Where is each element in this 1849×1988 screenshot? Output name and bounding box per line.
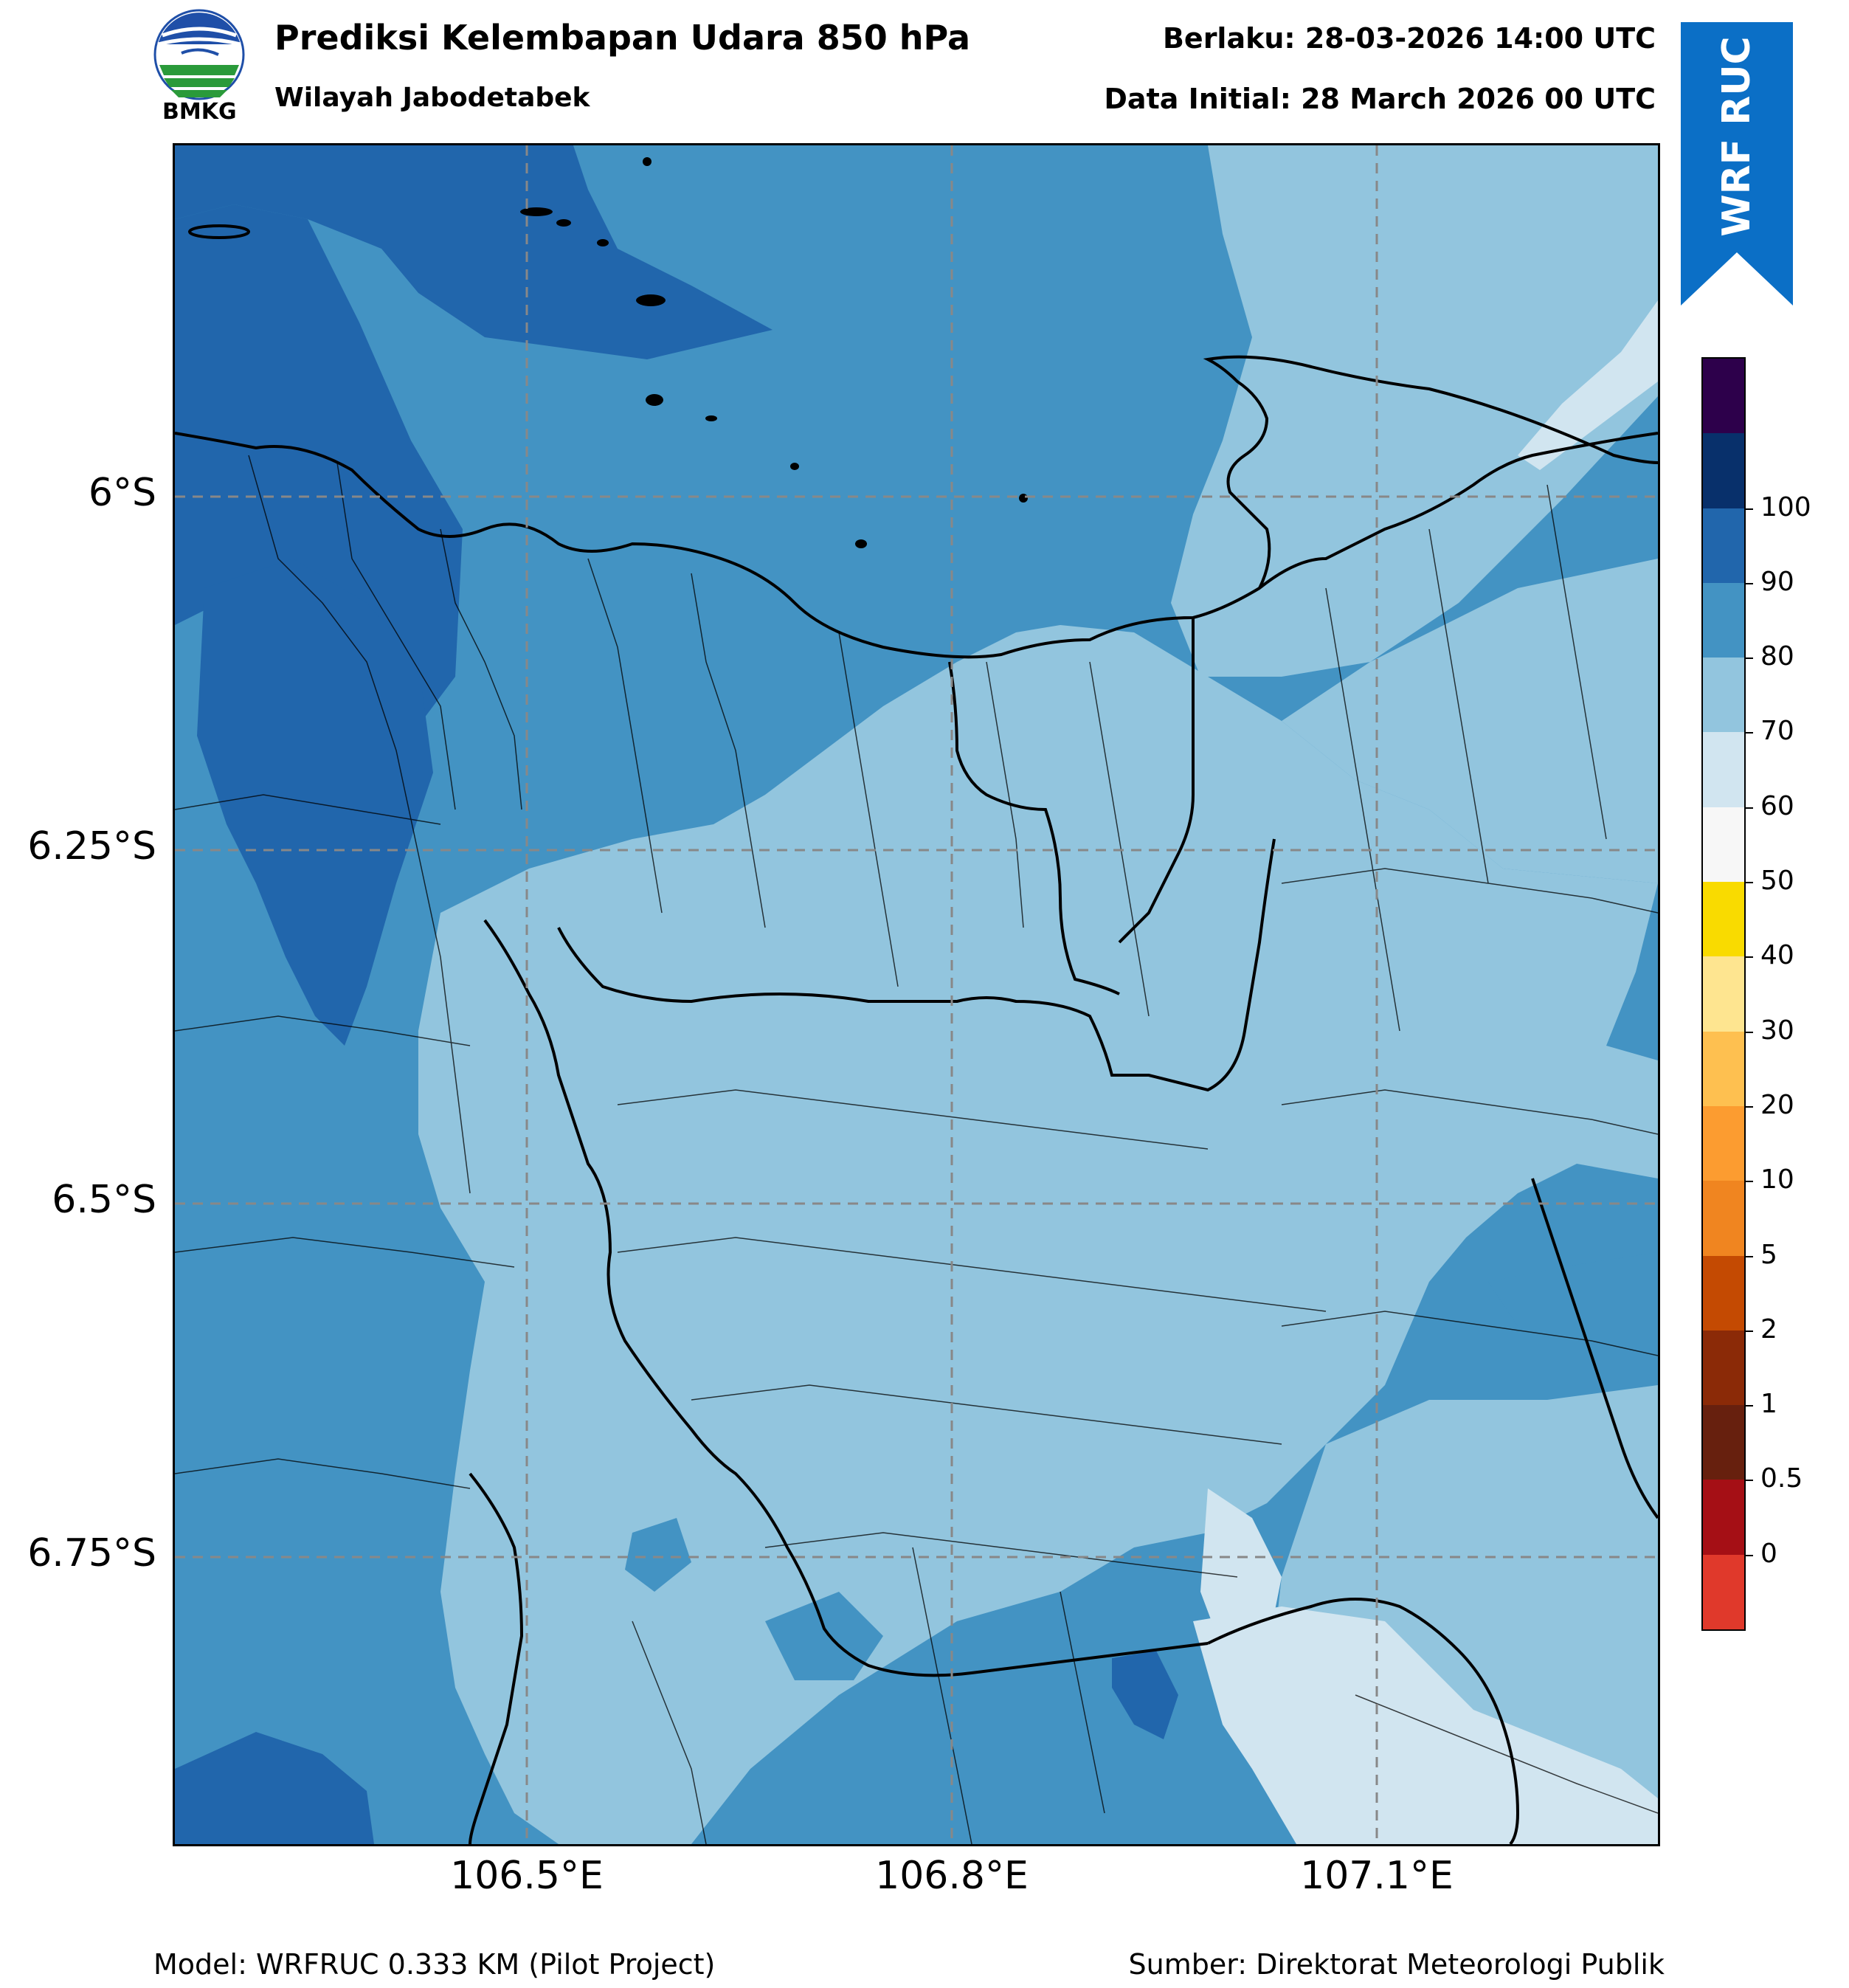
coastline-line bbox=[175, 432, 1658, 659]
humidity-50-60-area bbox=[1200, 1488, 1282, 1651]
lon-label: 106.5°E bbox=[450, 1854, 604, 1898]
map-title: Prediksi Kelembapan Udara 850 hPa bbox=[274, 18, 971, 58]
humidity-80-90-area bbox=[197, 559, 433, 1046]
colorbar-tick bbox=[1744, 1480, 1753, 1482]
colorbar-tick-label: 30 bbox=[1760, 1015, 1794, 1046]
province-boundary bbox=[948, 661, 1120, 995]
humidity-field bbox=[175, 145, 1658, 1844]
colorbar-segment bbox=[1703, 807, 1744, 883]
province-boundary bbox=[1207, 1598, 1520, 1844]
colorbar-segment bbox=[1703, 1031, 1744, 1106]
colorbar-segment bbox=[1703, 433, 1744, 508]
humidity-80-90-area bbox=[1112, 1651, 1178, 1739]
humidity-80-90-area bbox=[175, 145, 773, 359]
colorbar-tick bbox=[1744, 882, 1753, 884]
colorbar-tick-label: 10 bbox=[1760, 1164, 1794, 1195]
badge-ribbon-icon bbox=[1681, 22, 1793, 306]
humidity-60-70-area bbox=[1414, 928, 1503, 1031]
graticule bbox=[175, 145, 1658, 1844]
colorbar-tick bbox=[1744, 1181, 1753, 1183]
colorbar-tick-label: 0.5 bbox=[1760, 1463, 1803, 1494]
model-note: Model: WRFRUC 0.333 KM (Pilot Project) bbox=[153, 1948, 716, 1981]
islands bbox=[188, 157, 1028, 548]
colorbar-tick-label: 100 bbox=[1760, 491, 1811, 522]
humidity-colorbar bbox=[1701, 357, 1746, 1631]
lat-label: 6.5°S bbox=[52, 1178, 156, 1222]
colorbar-segment bbox=[1703, 882, 1744, 957]
colorbar-tick bbox=[1744, 807, 1753, 809]
province-boundary bbox=[1118, 617, 1195, 944]
colorbar-segment bbox=[1703, 732, 1744, 807]
colorbar-tick-label: 80 bbox=[1760, 641, 1794, 672]
lat-label: 6.75°S bbox=[27, 1531, 156, 1575]
colorbar-segment bbox=[1703, 1480, 1744, 1555]
province-boundary bbox=[1531, 1178, 1658, 1519]
humidity-70-80-area bbox=[625, 1518, 691, 1592]
colorbar-tick-label: 1 bbox=[1760, 1389, 1777, 1420]
logo-text: BMKG bbox=[162, 99, 237, 125]
colorbar-segment bbox=[1703, 508, 1744, 583]
colorbar-tick bbox=[1744, 1330, 1753, 1332]
colorbar-segment bbox=[1703, 1105, 1744, 1181]
humidity-map[interactable] bbox=[173, 143, 1660, 1846]
colorbar-segment bbox=[1703, 359, 1744, 434]
colorbar-tick-label: 0 bbox=[1760, 1538, 1777, 1569]
colorbar-segment bbox=[1703, 582, 1744, 658]
colorbar-segment bbox=[1703, 1405, 1744, 1480]
colorbar-tick-label: 60 bbox=[1760, 790, 1794, 821]
valid-time: Berlaku: 28-03-2026 14:00 UTC bbox=[1162, 22, 1656, 55]
colorbar-segment bbox=[1703, 1554, 1744, 1629]
humidity-80-90-area bbox=[175, 1732, 374, 1844]
colorbar-tick-label: 5 bbox=[1760, 1239, 1777, 1270]
colorbar-segment bbox=[1703, 956, 1744, 1032]
boundary-overlay bbox=[175, 157, 1658, 1844]
colorbar-tick-label: 50 bbox=[1760, 866, 1794, 897]
colorbar-tick bbox=[1744, 508, 1753, 510]
colorbar-tick bbox=[1744, 1554, 1753, 1556]
colorbar-tick bbox=[1744, 1031, 1753, 1033]
colorbar-segment bbox=[1703, 1181, 1744, 1256]
colorbar-tick-label: 40 bbox=[1760, 940, 1794, 971]
lat-label: 6°S bbox=[88, 471, 156, 515]
colorbar-segment bbox=[1703, 1330, 1744, 1406]
badge-text: WRF RUC bbox=[1715, 36, 1759, 237]
province-boundary bbox=[483, 919, 1209, 1677]
lon-label: 106.8°E bbox=[875, 1854, 1029, 1898]
humidity-70-80-area bbox=[1606, 883, 1658, 1060]
lon-label: 107.1°E bbox=[1300, 1854, 1454, 1898]
coastline bbox=[175, 355, 1658, 1844]
humidity-60-70-area bbox=[1282, 559, 1658, 883]
colorbar-tick bbox=[1744, 732, 1753, 734]
colorbar-tick bbox=[1744, 658, 1753, 660]
colorbar-tick-label: 90 bbox=[1760, 566, 1794, 597]
source-note: Sumber: Direktorat Meteorologi Publik bbox=[1128, 1948, 1665, 1981]
province-boundary bbox=[469, 1472, 524, 1844]
humidity-60-70-area bbox=[418, 625, 1658, 1844]
colorbar-tick bbox=[1744, 1105, 1753, 1108]
wrf-ruc-badge: WRF RUC bbox=[1681, 22, 1793, 306]
humidity-60-70-area bbox=[1171, 145, 1658, 677]
colorbar-segment bbox=[1703, 1255, 1744, 1330]
humidity-50-60-area bbox=[1193, 1606, 1658, 1844]
colorbar-tick-label: 20 bbox=[1760, 1089, 1794, 1120]
bmkg-logo: BMKG bbox=[152, 7, 246, 125]
colorbar-tick-label: 70 bbox=[1760, 716, 1794, 747]
coastline-line bbox=[1203, 355, 1658, 589]
lat-label: 6.25°S bbox=[27, 824, 156, 869]
bmkg-logo-icon bbox=[153, 9, 245, 100]
colorbar-segment bbox=[1703, 658, 1744, 733]
colorbar-tick bbox=[1744, 1255, 1753, 1257]
region-subtitle: Wilayah Jabodetabek bbox=[274, 83, 590, 113]
colorbar-tick bbox=[1744, 956, 1753, 959]
colorbar-tick-label: 2 bbox=[1760, 1314, 1777, 1345]
initial-time: Data Initial: 28 March 2026 00 UTC bbox=[1104, 83, 1656, 115]
colorbar-tick bbox=[1744, 1405, 1753, 1407]
colorbar-tick bbox=[1744, 582, 1753, 584]
district-lines bbox=[175, 455, 1658, 1844]
province-boundary bbox=[557, 838, 1276, 1092]
